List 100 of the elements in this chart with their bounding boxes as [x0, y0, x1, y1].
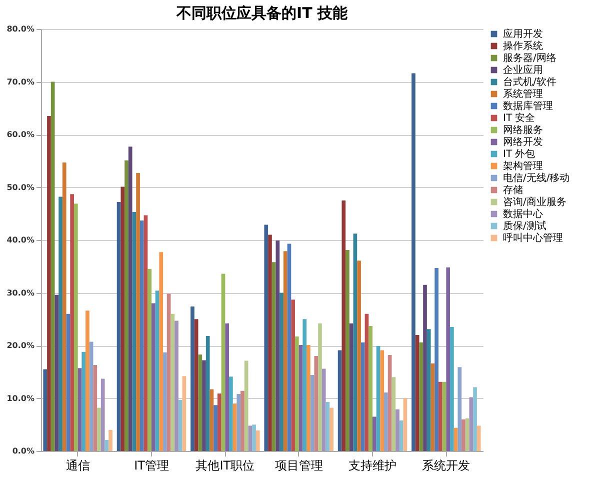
bar — [244, 360, 248, 451]
bar — [256, 430, 260, 451]
bar — [302, 319, 307, 451]
y-tick-label: 60.0% — [6, 130, 34, 139]
bar — [469, 397, 474, 451]
y-tick-label: 10.0% — [6, 394, 34, 403]
bar — [236, 394, 241, 451]
bar — [264, 224, 268, 451]
bar — [446, 267, 450, 451]
bar — [116, 202, 121, 451]
bar — [338, 350, 342, 451]
x-tick-label: 支持维护 — [348, 458, 396, 472]
bar — [465, 418, 470, 451]
bar — [229, 376, 233, 451]
bar — [252, 424, 256, 451]
legend-label: 咨询/商业服务 — [503, 196, 566, 208]
bar — [454, 428, 458, 451]
bar — [384, 392, 388, 451]
bar — [268, 234, 272, 451]
y-tick-label: 40.0% — [6, 236, 34, 244]
legend-label: 电信/无线/移动 — [503, 172, 570, 184]
bar — [148, 269, 152, 451]
y-tick-label: 80.0% — [6, 24, 34, 34]
bar — [166, 294, 171, 451]
bar — [357, 260, 361, 451]
bar — [47, 116, 51, 451]
x-tick-label: 项目管理 — [274, 458, 323, 472]
y-tick-label: 50.0% — [6, 182, 34, 192]
x-tick-label: 通信 — [66, 458, 90, 472]
bar — [283, 251, 288, 451]
bar — [206, 336, 210, 451]
legend-label: 系统管理 — [503, 88, 543, 100]
bar — [310, 375, 314, 451]
bar — [54, 294, 59, 451]
x-tick-label: 系统开发 — [422, 458, 470, 472]
bar — [190, 306, 194, 451]
bar — [163, 352, 167, 451]
bar — [198, 354, 202, 451]
bar — [43, 369, 48, 451]
bar — [214, 405, 218, 451]
bar — [419, 342, 424, 451]
bar — [353, 234, 358, 451]
bar — [178, 400, 182, 451]
bar — [368, 326, 372, 451]
bar — [426, 329, 431, 451]
bar — [210, 389, 214, 451]
y-tick-label: 20.0% — [6, 341, 34, 350]
bar — [120, 186, 125, 451]
bar — [66, 314, 70, 451]
bar — [128, 146, 132, 451]
bar — [412, 73, 416, 451]
y-tick-label: 70.0% — [6, 77, 34, 86]
legend-label: 网络开发 — [503, 136, 543, 148]
legend-label: 数据中心 — [503, 208, 543, 220]
bar — [62, 162, 66, 451]
bar — [104, 440, 109, 451]
bar — [388, 354, 392, 451]
bar — [403, 398, 408, 451]
bar — [458, 367, 462, 451]
bar — [330, 408, 334, 451]
bar — [74, 204, 78, 451]
legend-label: 企业应用 — [503, 64, 543, 76]
x-tick-label: IT管理 — [134, 458, 169, 472]
bar — [159, 252, 164, 451]
bar — [349, 323, 354, 451]
bar — [152, 303, 156, 451]
bar — [272, 262, 276, 451]
bar — [360, 342, 365, 451]
bar — [280, 292, 284, 451]
legend-label: 应用开发 — [503, 28, 543, 40]
bar — [462, 419, 466, 451]
bar — [174, 320, 178, 451]
bar — [170, 314, 175, 451]
legend-label: 质保/测试 — [503, 220, 546, 232]
bar — [276, 240, 280, 451]
bar — [392, 377, 396, 451]
legend-label: IT 外包 — [503, 148, 536, 160]
legend-label: 网络服务 — [503, 124, 543, 136]
bar — [202, 360, 206, 451]
bar — [314, 356, 318, 451]
bar — [346, 250, 350, 451]
bar — [50, 82, 55, 451]
bar — [232, 404, 237, 451]
bar — [291, 300, 295, 451]
legend-label: 服务器/网络 — [503, 52, 556, 64]
bar — [430, 363, 435, 451]
bar — [108, 430, 112, 451]
bar — [450, 327, 454, 451]
bar — [473, 387, 477, 451]
bar — [318, 323, 322, 451]
bar — [182, 376, 186, 451]
legend-label: 数据库管理 — [503, 100, 553, 112]
bar — [248, 426, 252, 451]
bar — [240, 390, 244, 451]
bar — [415, 334, 420, 451]
bar — [97, 408, 101, 451]
legend-label: 操作系统 — [503, 40, 543, 52]
bar — [287, 244, 292, 451]
chart-title: 不同职位应具备的IT 技能 — [175, 4, 349, 22]
bar — [221, 274, 226, 451]
